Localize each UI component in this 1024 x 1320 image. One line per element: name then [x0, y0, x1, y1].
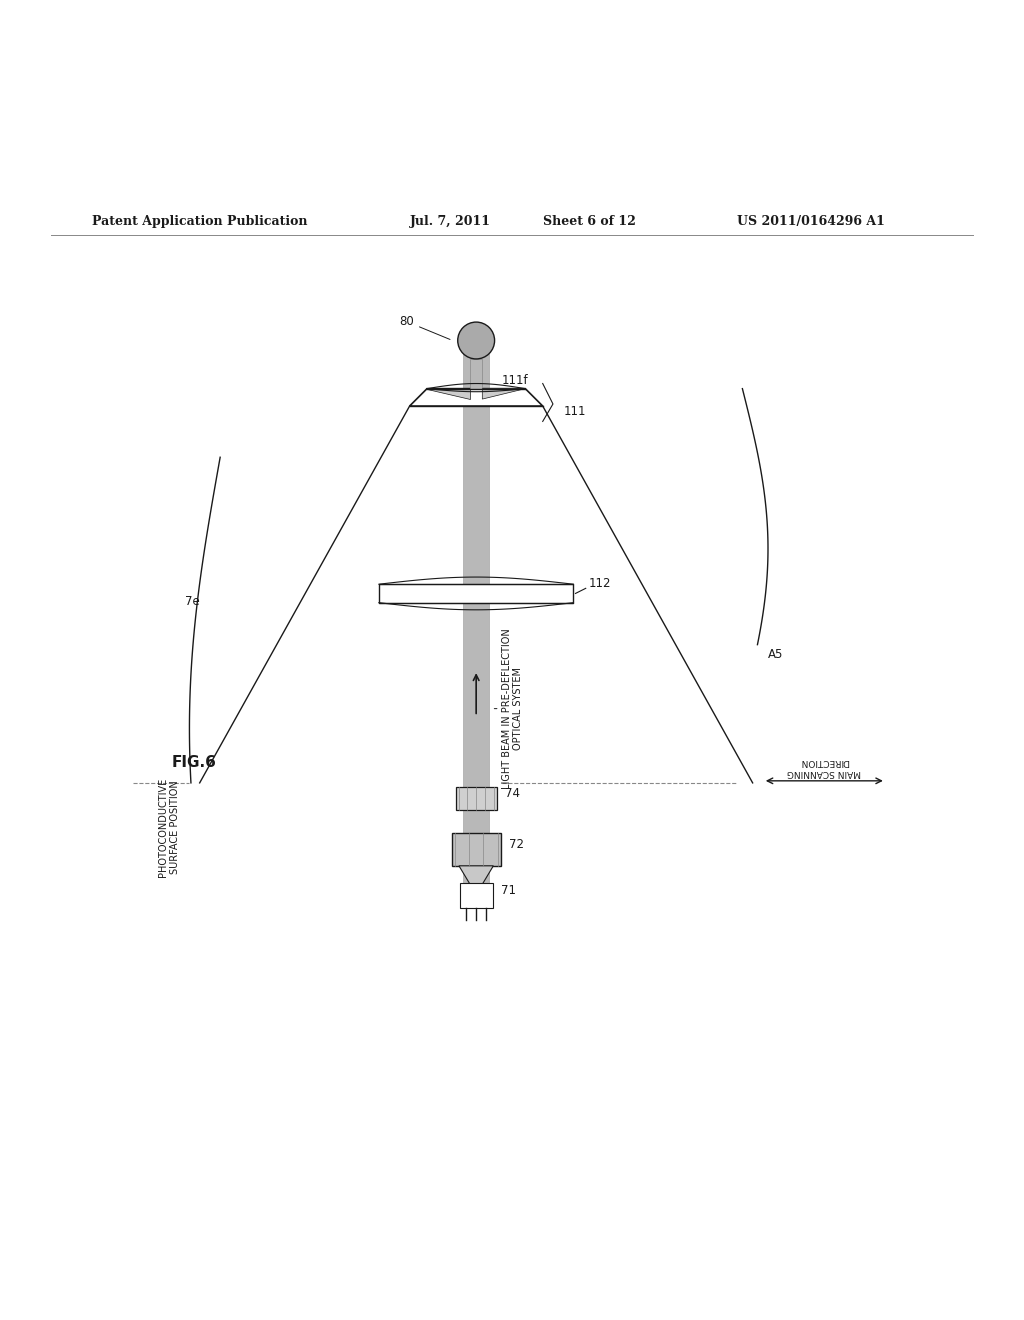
Text: MAIN SCANNING
DIRECTION: MAIN SCANNING DIRECTION: [787, 758, 861, 776]
Bar: [460, 883, 493, 908]
Polygon shape: [463, 330, 489, 895]
Text: 111f: 111f: [502, 374, 528, 387]
Polygon shape: [410, 388, 543, 407]
Polygon shape: [379, 585, 573, 603]
Circle shape: [458, 322, 495, 359]
Text: FIG.6: FIG.6: [172, 755, 217, 770]
Text: A5: A5: [768, 648, 783, 661]
Text: 72: 72: [509, 838, 524, 851]
Text: Sheet 6 of 12: Sheet 6 of 12: [543, 215, 636, 228]
Text: 80: 80: [399, 315, 450, 339]
Text: 7e: 7e: [185, 595, 200, 609]
Text: US 2011/0164296 A1: US 2011/0164296 A1: [737, 215, 885, 228]
Text: 74: 74: [505, 787, 520, 800]
Polygon shape: [470, 359, 482, 388]
Text: Jul. 7, 2011: Jul. 7, 2011: [410, 215, 490, 228]
Polygon shape: [459, 866, 494, 895]
Polygon shape: [427, 388, 470, 399]
Polygon shape: [482, 388, 525, 399]
Text: LIGHT BEAM IN PRE-DEFLECTION
OPTICAL SYSTEM: LIGHT BEAM IN PRE-DEFLECTION OPTICAL SYS…: [502, 628, 523, 789]
Text: PHOTOCONDUCTIVE
SURFACE POSITION: PHOTOCONDUCTIVE SURFACE POSITION: [158, 777, 180, 876]
Text: 112: 112: [589, 577, 611, 590]
Text: 111: 111: [563, 405, 586, 417]
Text: Patent Application Publication: Patent Application Publication: [92, 215, 307, 228]
Text: 71: 71: [501, 884, 516, 896]
Bar: [456, 787, 497, 809]
Bar: [452, 833, 501, 866]
